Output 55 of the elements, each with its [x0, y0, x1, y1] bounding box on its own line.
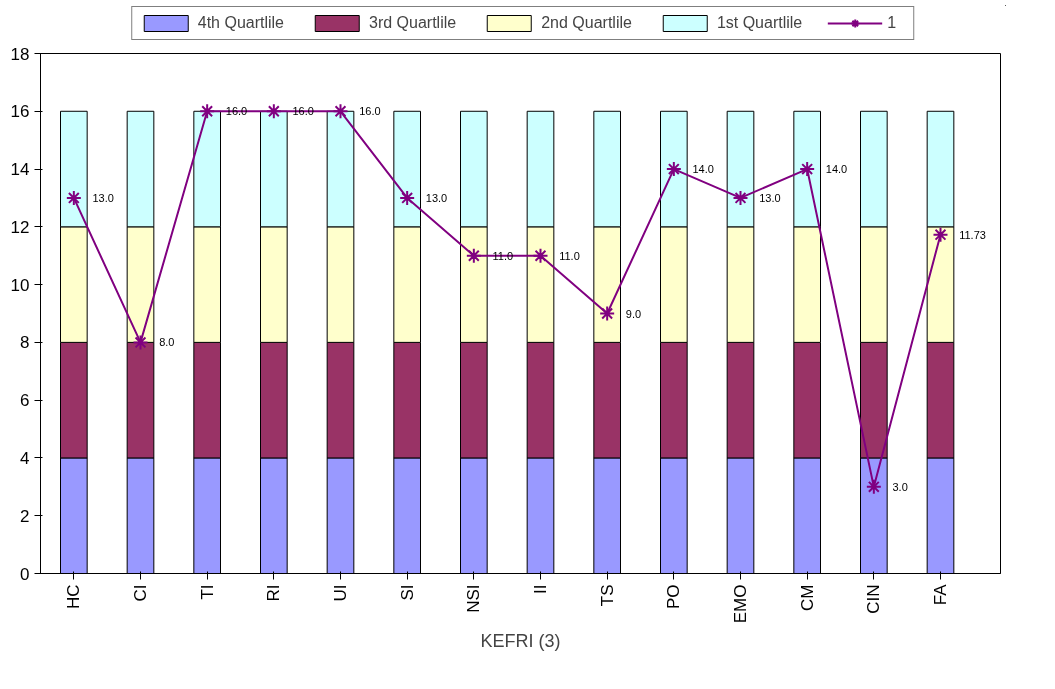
x-tick-label: CI: [131, 584, 150, 602]
point: [465, 247, 482, 264]
data-label: 3.0: [892, 480, 908, 493]
x-tick-label: TS: [597, 584, 617, 607]
y-tick-label: 2: [20, 506, 30, 526]
data-label: 8.0: [159, 336, 175, 349]
point: [199, 103, 216, 120]
point: [599, 305, 616, 322]
x-tick-label: CIN: [864, 584, 884, 614]
point: [799, 161, 816, 178]
x-tick-label: CM: [797, 584, 817, 611]
point: [132, 334, 149, 351]
data-label: 13.0: [759, 191, 781, 204]
x-tick-label: NSI: [464, 584, 484, 613]
y-tick-label: 14: [10, 160, 30, 180]
x-tick-label: RI: [264, 584, 284, 602]
point: [932, 226, 949, 243]
y-tick-label: 6: [20, 391, 30, 411]
x-tick-label: TI: [197, 584, 217, 600]
data-label: 13.0: [425, 191, 448, 204]
point: [665, 161, 682, 178]
x-tick-label: SI: [397, 584, 417, 601]
x-tick-label: PO: [664, 584, 684, 610]
point: [332, 103, 349, 120]
data-label: 13.0: [92, 191, 114, 204]
y-tick-label: 18: [10, 44, 30, 64]
data-label: 11.73: [959, 228, 986, 241]
point: [732, 189, 749, 206]
point: [865, 478, 882, 495]
x-tick-label: EMO: [731, 584, 750, 624]
x-tick-label: HC: [64, 584, 84, 610]
legend-label: 3rd Quartlile: [369, 13, 457, 32]
data-label: 14.0: [692, 163, 714, 176]
data-label: 9.0: [625, 307, 642, 320]
point: [265, 103, 282, 120]
data-label: 14.0: [825, 163, 848, 176]
x-tick-label: FA: [931, 583, 950, 606]
legend-label: 4th Quartlile: [197, 13, 285, 32]
x-axis-title: KEFRI (3): [480, 631, 561, 652]
legend-label: 1: [887, 13, 898, 32]
point: [532, 247, 549, 264]
y-tick-label: 8: [20, 333, 30, 353]
point: [65, 189, 82, 206]
point: [399, 189, 416, 206]
y-tick-label: 16: [10, 102, 30, 122]
data-label: 16.0: [359, 105, 381, 118]
x-tick-label: II: [531, 584, 550, 594]
legend-label: 2nd Quartlile: [541, 13, 632, 32]
y-tick-label: 4: [20, 448, 30, 468]
x-tick-label: UI: [331, 584, 350, 602]
y-tick-label: 0: [20, 564, 30, 584]
y-tick-label: 12: [10, 217, 30, 237]
y-tick-label: 10: [10, 275, 30, 295]
data-label: 11.0: [559, 249, 580, 262]
legend-label: 1st Quartlile: [716, 13, 803, 32]
